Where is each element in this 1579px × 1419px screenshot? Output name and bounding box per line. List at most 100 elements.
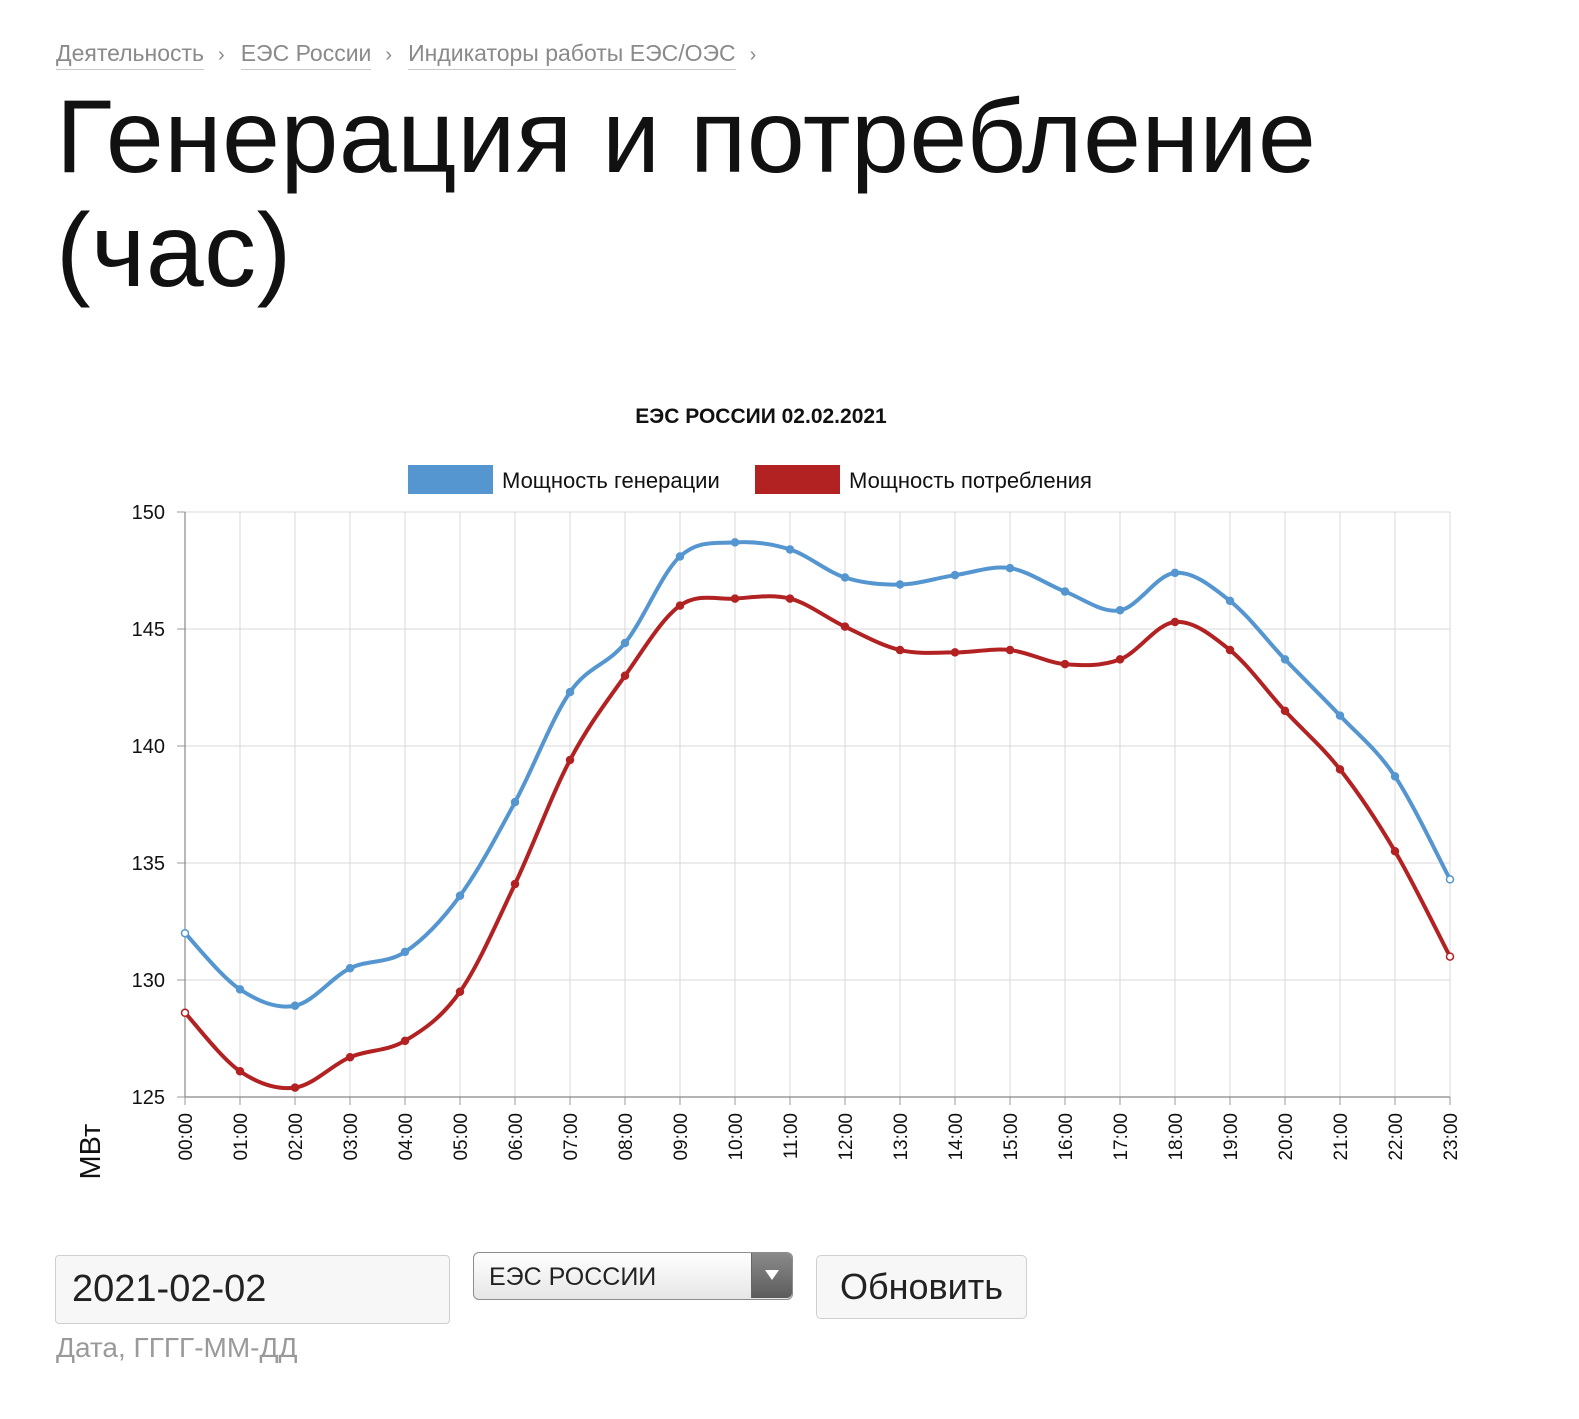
x-tick-label: 16:00 [1056, 1113, 1077, 1161]
breadcrumb-link-activity[interactable]: Деятельность [56, 40, 205, 70]
data-point-0[interactable] [455, 891, 465, 901]
x-tick-label: 04:00 [396, 1113, 417, 1161]
data-point-1[interactable] [1225, 645, 1235, 655]
data-point-0[interactable] [1445, 875, 1455, 884]
x-tick-label: 07:00 [561, 1113, 582, 1161]
x-tick-label: 13:00 [891, 1113, 912, 1161]
data-point-0[interactable] [180, 928, 190, 938]
data-point-0[interactable] [840, 573, 850, 582]
data-point-1[interactable] [1115, 655, 1125, 664]
legend-swatch-consumption [755, 465, 840, 494]
y-axis-title: тыс. МВт [75, 1124, 107, 1190]
y-tick-label: 150 [132, 502, 165, 524]
data-point-0[interactable] [785, 545, 795, 554]
series-line-1 [183, 594, 1452, 1091]
chart-title: ЕЭС РОССИИ 02.02.2021 [635, 405, 887, 428]
breadcrumb: Деятельность › ЕЭС России › Индикаторы р… [56, 40, 772, 70]
data-point-1[interactable] [675, 601, 685, 610]
breadcrumb-item: ЕЭС России › [240, 40, 408, 70]
data-point-0[interactable] [565, 687, 575, 697]
data-point-0[interactable] [675, 552, 685, 561]
data-point-1[interactable] [785, 594, 795, 603]
data-point-1[interactable] [1390, 847, 1400, 856]
breadcrumb-link-ues-russia[interactable]: ЕЭС России [240, 40, 372, 70]
date-input[interactable] [55, 1255, 450, 1324]
chart-legend: Мощность генерации Мощность потребления [408, 465, 1092, 494]
x-tick-label: 21:00 [1331, 1113, 1352, 1161]
data-point-1[interactable] [180, 1008, 190, 1018]
region-select-value: ЕЭС РОССИИ [489, 1263, 657, 1291]
x-tick-label: 19:00 [1221, 1113, 1242, 1161]
chart-grid [184, 511, 1451, 1098]
y-tick-label: 145 [132, 619, 165, 641]
data-point-1[interactable] [950, 648, 960, 657]
refresh-button[interactable]: Обновить [816, 1255, 1027, 1319]
data-point-1[interactable] [1005, 645, 1015, 655]
x-tick-label: 20:00 [1276, 1113, 1297, 1161]
data-point-0[interactable] [895, 580, 905, 589]
data-point-1[interactable] [730, 594, 740, 603]
x-tick-label: 05:00 [451, 1113, 472, 1161]
data-point-1[interactable] [345, 1052, 355, 1062]
data-point-1[interactable] [290, 1083, 300, 1092]
breadcrumb-item: Деятельность › [56, 40, 241, 70]
data-point-0[interactable] [235, 985, 245, 994]
data-point-1[interactable] [1445, 952, 1455, 961]
legend-label-consumption: Мощность потребления [849, 468, 1092, 493]
x-tick-label: 08:00 [616, 1113, 637, 1161]
data-point-1[interactable] [1170, 617, 1180, 627]
data-point-1[interactable] [1335, 765, 1345, 774]
data-point-0[interactable] [1060, 587, 1070, 596]
chart-axes: 125 130 135 140 145 150 00:00 01:00 02:00 03:00 04… [132, 502, 1462, 1161]
data-point-0[interactable] [1115, 606, 1125, 615]
chart-series [180, 538, 1455, 1092]
breadcrumb-separator: › [749, 43, 757, 66]
data-point-1[interactable] [400, 1036, 410, 1046]
data-point-1[interactable] [620, 671, 630, 681]
x-tick-label: 22:00 [1386, 1113, 1407, 1161]
data-point-1[interactable] [235, 1067, 245, 1076]
x-tick-label: 14:00 [946, 1113, 967, 1161]
data-point-1[interactable] [510, 879, 520, 889]
x-tick-label: 02:00 [286, 1113, 307, 1161]
data-point-0[interactable] [1225, 596, 1235, 606]
data-point-0[interactable] [1335, 711, 1345, 720]
y-tick-label: 135 [132, 853, 165, 875]
data-point-0[interactable] [950, 570, 960, 580]
y-tick-label: 130 [132, 970, 165, 992]
x-tick-label: 09:00 [671, 1113, 692, 1161]
breadcrumb-item: Индикаторы работы ЕЭС/ОЭС › [408, 40, 772, 70]
data-point-1[interactable] [455, 987, 465, 996]
data-point-1[interactable] [840, 622, 850, 631]
legend-label-generation: Мощность генерации [502, 468, 720, 493]
x-tick-label: 06:00 [506, 1113, 527, 1161]
data-point-0[interactable] [290, 1001, 300, 1010]
data-point-1[interactable] [1280, 706, 1290, 716]
x-tick-label: 00:00 [176, 1113, 197, 1161]
region-select[interactable]: ЕЭС РОССИИ [473, 1252, 793, 1300]
x-tick-label: 12:00 [836, 1113, 857, 1161]
data-point-0[interactable] [345, 964, 355, 973]
data-point-0[interactable] [620, 638, 630, 648]
data-point-0[interactable] [510, 797, 520, 807]
data-point-0[interactable] [400, 947, 410, 957]
data-point-1[interactable] [1060, 659, 1070, 669]
data-point-0[interactable] [1005, 563, 1015, 573]
data-point-1[interactable] [895, 645, 905, 655]
x-tick-label: 15:00 [1001, 1113, 1022, 1161]
x-tick-label: 03:00 [341, 1113, 362, 1161]
data-point-0[interactable] [1170, 568, 1180, 578]
data-point-0[interactable] [1390, 772, 1400, 781]
data-point-0[interactable] [1280, 655, 1290, 664]
x-tick-label: 17:00 [1111, 1113, 1132, 1161]
chevron-down-icon[interactable] [751, 1253, 792, 1298]
legend-swatch-generation [408, 465, 493, 494]
breadcrumb-separator: › [385, 43, 393, 66]
data-point-0[interactable] [730, 538, 740, 547]
page-title: Генерация и потребление (час) [56, 79, 1317, 309]
x-tick-label: 01:00 [231, 1113, 252, 1161]
y-tick-label: 140 [132, 736, 165, 758]
date-format-hint: Дата, ГГГГ-ММ-ДД [56, 1332, 298, 1363]
breadcrumb-link-indicators[interactable]: Индикаторы работы ЕЭС/ОЭС [408, 40, 736, 70]
data-point-1[interactable] [565, 755, 575, 765]
